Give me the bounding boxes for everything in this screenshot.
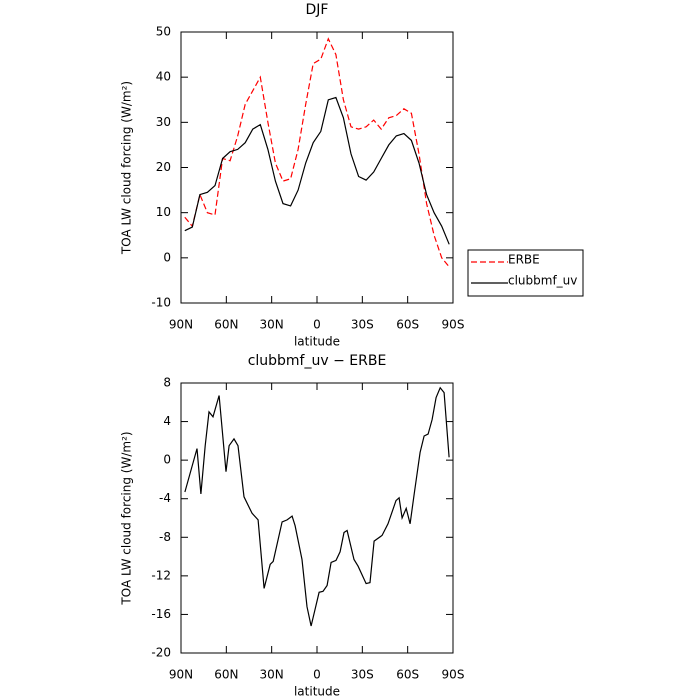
y-tick-label: 50 [156,25,171,39]
y-tick-label: -10 [151,296,171,310]
y-tick-label: 30 [156,115,171,129]
series-line [184,37,450,268]
x-tick-label: 60S [396,318,419,332]
x-tick-label: 30N [260,668,284,682]
plot-frame [180,31,454,304]
chart-title: clubbmf_uv − ERBE [248,353,387,369]
x-axis-label: latitude [294,685,340,699]
y-tick-label: 0 [163,453,171,467]
y-tick-label: 4 [163,414,171,428]
x-tick-label: 60N [214,668,238,682]
y-tick-label: -8 [159,530,171,544]
x-tick-label: 90S [442,318,465,332]
x-tick-label: 30N [260,318,284,332]
x-tick-label: 30S [351,668,374,682]
y-tick-label: -16 [151,607,171,621]
x-axis-label: latitude [294,335,340,349]
plot-frame [180,382,454,654]
y-axis-label: TOA LW cloud forcing (W/m²) [120,431,134,605]
x-tick-label: 30S [351,318,374,332]
legend-label: clubbmf_uv [508,274,577,288]
x-tick-label: 90N [169,668,193,682]
y-tick-label: -4 [159,491,171,505]
y-tick-label: 10 [156,205,171,219]
y-tick-label: 8 [163,376,171,390]
y-tick-label: 40 [156,70,171,84]
y-axis-label: TOA LW cloud forcing (W/m²) [120,81,134,255]
x-tick-label: 60N [214,318,238,332]
x-tick-label: 90N [169,318,193,332]
chart-title: DJF [306,2,329,18]
legend-label: ERBE [508,253,540,267]
x-tick-label: 0 [313,318,321,332]
y-tick-label: 20 [156,160,171,174]
series-line [184,96,450,245]
x-tick-label: 90S [442,668,465,682]
y-tick-label: 0 [163,250,171,264]
y-tick-label: -20 [151,646,171,660]
legend-box [467,249,584,297]
x-tick-label: 60S [396,668,419,682]
x-tick-label: 0 [313,668,321,682]
y-tick-label: -12 [151,568,171,582]
series-line [184,386,450,627]
